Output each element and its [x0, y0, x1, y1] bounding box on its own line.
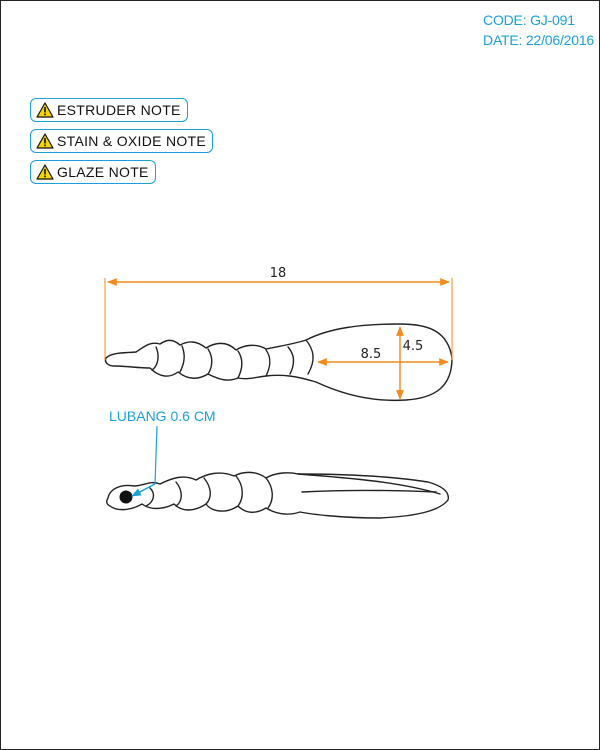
warning-icon — [36, 133, 54, 149]
drawing-date: DATE: 22/06/2016 — [483, 32, 594, 48]
note-label: STAIN & OXIDE NOTE — [57, 133, 207, 149]
warning-icon — [36, 164, 54, 180]
glaze-note-button[interactable]: GLAZE NOTE — [30, 160, 156, 184]
note-label: ESTRUDER NOTE — [57, 102, 181, 118]
bowl-length-label: 8.5 — [361, 347, 382, 362]
note-label: GLAZE NOTE — [57, 164, 149, 180]
hole-callout: LUBANG 0.6 CM — [109, 408, 216, 497]
hole-marker — [119, 490, 133, 504]
bowl-width-label: 4.5 — [403, 339, 424, 354]
hole-label: LUBANG 0.6 CM — [109, 408, 216, 424]
product-code: CODE: GJ-091 — [483, 12, 575, 28]
length-label: 18 — [270, 266, 287, 281]
dimension-bowl-width: 4.5 — [396, 326, 424, 400]
dimension-overall-length: 18 — [104, 266, 453, 360]
notes-list: ESTRUDER NOTE STAIN & OXIDE NOTE GLAZE N… — [30, 98, 214, 191]
header-info: CODE: GJ-091 DATE: 22/06/2016 — [483, 10, 594, 50]
dimension-bowl-length: 8.5 — [317, 347, 449, 366]
spoon-side-view — [106, 471, 449, 519]
estruder-note-button[interactable]: ESTRUDER NOTE — [30, 98, 188, 122]
stain-oxide-note-button[interactable]: STAIN & OXIDE NOTE — [30, 129, 214, 153]
warning-icon — [36, 102, 54, 118]
